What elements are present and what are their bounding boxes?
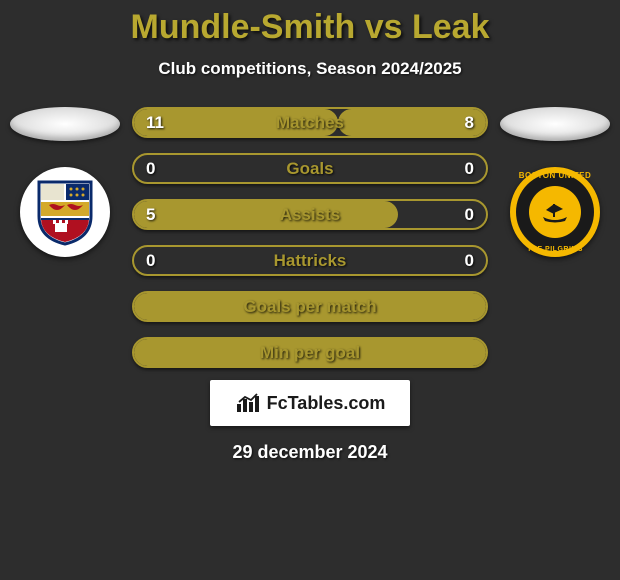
player2-name: Leak — [412, 8, 490, 46]
stat-bar-row: Assists5 0 — [132, 199, 488, 230]
stat-value-left: 0 — [146, 155, 155, 182]
right-column: BOSTON UNITED THE PILGRIMS — [500, 107, 610, 257]
stat-value-right: 0 — [465, 247, 474, 274]
crest-inner-circle — [529, 186, 581, 238]
stat-bar-label: Assists — [134, 201, 486, 228]
page-title: Mundle-Smith vs Leak — [131, 8, 490, 47]
left-team-crest — [20, 167, 110, 257]
stat-bar-label: Min per goal — [134, 339, 486, 366]
stat-bars: Matches118Goals00Assists50Hattricks00Goa… — [132, 107, 488, 368]
shield-icon — [35, 178, 95, 246]
left-column — [10, 107, 120, 257]
right-team-crest: BOSTON UNITED THE PILGRIMS — [510, 167, 600, 257]
left-player-silhouette — [10, 107, 120, 141]
stat-value-right: 0 — [465, 201, 474, 228]
stat-bar-label: Goals per match — [134, 293, 486, 320]
stat-bar-row: Matches11 8 — [132, 107, 488, 138]
stat-bar-row: Goals0 0 — [132, 153, 488, 184]
stat-bar-row: Hattricks0 0 — [132, 245, 488, 276]
comparison-infographic: Mundle-Smith vs Leak Club competitions, … — [0, 0, 620, 580]
stat-bar-label: Matches — [134, 109, 486, 136]
stat-bar-label: Goals — [134, 155, 486, 182]
subtitle: Club competitions, Season 2024/2025 — [158, 59, 461, 79]
stat-value-left: 0 — [146, 247, 155, 274]
stat-bar-row: Goals per match — [132, 291, 488, 322]
ship-icon — [540, 201, 570, 223]
stat-value-left: 11 — [146, 109, 164, 136]
branding-text: FcTables.com — [267, 393, 386, 414]
crest-text-bottom: THE PILGRIMS — [516, 246, 594, 253]
right-player-silhouette — [500, 107, 610, 141]
stat-value-left: 5 — [146, 201, 155, 228]
crest-text-top: BOSTON UNITED — [516, 171, 594, 180]
date-label: 29 december 2024 — [232, 442, 387, 463]
vs-label: vs — [365, 8, 403, 46]
stat-bar-row: Min per goal — [132, 337, 488, 368]
content-row: Matches118Goals00Assists50Hattricks00Goa… — [0, 107, 620, 368]
branding-badge: FcTables.com — [210, 380, 410, 426]
stat-value-right: 8 — [465, 109, 474, 136]
stat-value-right: 0 — [465, 155, 474, 182]
branding-chart-icon — [235, 392, 261, 414]
stat-bar-label: Hattricks — [134, 247, 486, 274]
player1-name: Mundle-Smith — [131, 8, 356, 46]
